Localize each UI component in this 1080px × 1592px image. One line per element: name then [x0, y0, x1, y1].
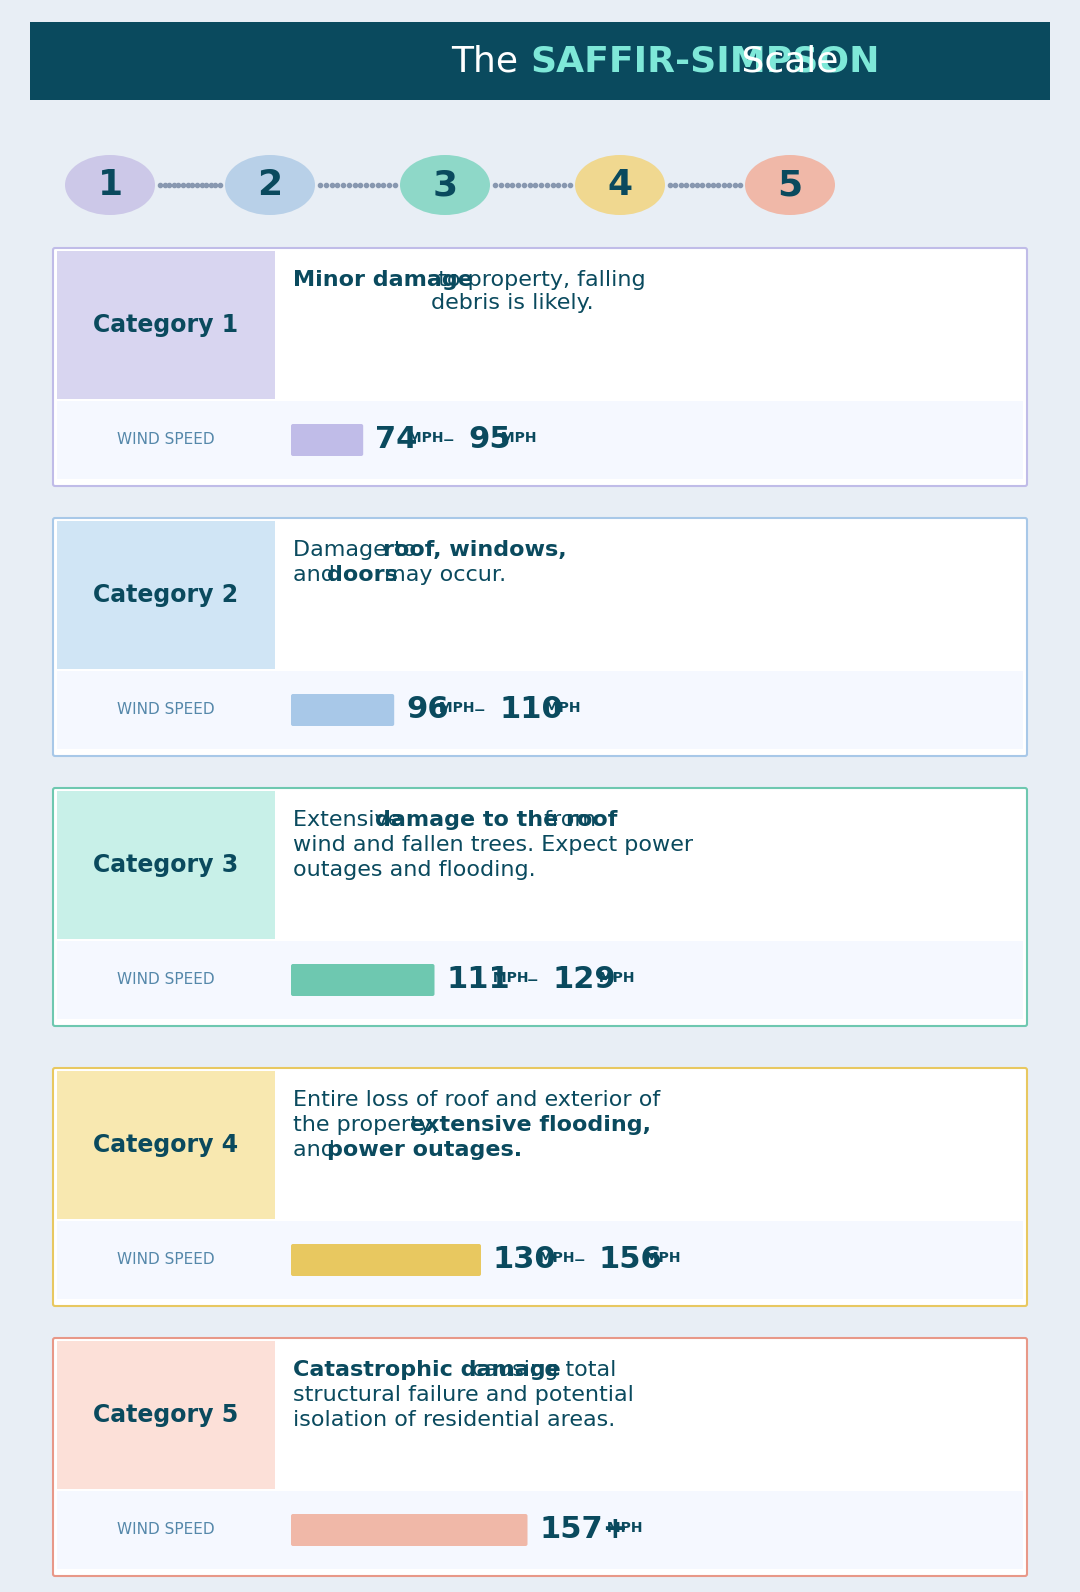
- Text: 111: 111: [446, 965, 510, 995]
- Ellipse shape: [400, 154, 490, 215]
- Text: 3: 3: [432, 169, 458, 202]
- FancyBboxPatch shape: [53, 248, 1027, 486]
- Text: –: –: [468, 700, 492, 720]
- FancyBboxPatch shape: [53, 788, 1027, 1025]
- Text: 156: 156: [599, 1245, 663, 1275]
- FancyBboxPatch shape: [291, 1514, 527, 1546]
- Text: and: and: [293, 1140, 342, 1161]
- Text: the property,: the property,: [293, 1114, 446, 1135]
- Text: wind and fallen trees. Expect power: wind and fallen trees. Expect power: [293, 834, 693, 855]
- Text: MPH: MPH: [594, 971, 634, 985]
- FancyBboxPatch shape: [57, 791, 275, 939]
- FancyBboxPatch shape: [57, 521, 275, 669]
- Text: damage to the roof: damage to the roof: [375, 810, 618, 829]
- Text: structural failure and potential: structural failure and potential: [293, 1385, 634, 1406]
- Text: outages and flooding.: outages and flooding.: [293, 860, 536, 880]
- Text: Damage to: Damage to: [293, 540, 423, 560]
- FancyBboxPatch shape: [30, 22, 1050, 100]
- Text: 2: 2: [257, 169, 283, 202]
- FancyBboxPatch shape: [53, 1068, 1027, 1305]
- Text: 110: 110: [499, 696, 563, 724]
- Text: and: and: [293, 565, 342, 584]
- FancyBboxPatch shape: [53, 517, 1027, 756]
- FancyBboxPatch shape: [53, 1337, 1027, 1576]
- Text: MPH: MPH: [534, 1251, 575, 1266]
- Text: 130: 130: [492, 1245, 556, 1275]
- FancyBboxPatch shape: [291, 965, 434, 997]
- FancyBboxPatch shape: [57, 1340, 275, 1489]
- Text: Entire loss of roof and exterior of: Entire loss of roof and exterior of: [293, 1091, 660, 1110]
- Text: 157+: 157+: [540, 1516, 629, 1544]
- Text: –: –: [436, 430, 462, 451]
- Text: MPH: MPH: [540, 700, 581, 715]
- Text: –: –: [567, 1250, 593, 1270]
- Text: MPH: MPH: [487, 971, 528, 985]
- Text: WIND SPEED: WIND SPEED: [118, 1253, 215, 1267]
- Text: Category 1: Category 1: [94, 314, 239, 338]
- Text: MPH: MPH: [403, 431, 444, 446]
- Text: MPH: MPH: [640, 1251, 680, 1266]
- Ellipse shape: [225, 154, 315, 215]
- Ellipse shape: [65, 154, 156, 215]
- Text: WIND SPEED: WIND SPEED: [118, 973, 215, 987]
- Text: extensive flooding,: extensive flooding,: [410, 1114, 651, 1135]
- Text: Minor damage: Minor damage: [293, 271, 473, 290]
- Text: –: –: [521, 970, 546, 990]
- FancyBboxPatch shape: [291, 423, 363, 455]
- Text: 5: 5: [778, 169, 802, 202]
- Text: Category 3: Category 3: [93, 853, 239, 877]
- Text: may occur.: may occur.: [377, 565, 507, 584]
- FancyBboxPatch shape: [291, 694, 394, 726]
- Text: from: from: [537, 810, 596, 829]
- Text: Scale: Scale: [730, 45, 838, 78]
- Text: MPH: MPH: [496, 431, 537, 446]
- Text: The: The: [451, 45, 530, 78]
- Text: 4: 4: [607, 169, 633, 202]
- Text: SAFFIR-SIMPSON: SAFFIR-SIMPSON: [530, 45, 879, 78]
- FancyBboxPatch shape: [57, 941, 1023, 1019]
- Text: 1: 1: [97, 169, 122, 202]
- Text: Category 2: Category 2: [94, 583, 239, 607]
- Text: 95: 95: [469, 425, 511, 454]
- Text: to property, falling
debris is likely.: to property, falling debris is likely.: [431, 271, 646, 314]
- FancyBboxPatch shape: [291, 1243, 481, 1277]
- Text: WIND SPEED: WIND SPEED: [118, 702, 215, 718]
- Text: Category 5: Category 5: [93, 1403, 239, 1426]
- FancyBboxPatch shape: [57, 1492, 1023, 1570]
- Text: MPH: MPH: [602, 1520, 642, 1535]
- Text: 96: 96: [406, 696, 449, 724]
- Text: power outages.: power outages.: [327, 1140, 522, 1161]
- FancyBboxPatch shape: [57, 1221, 1023, 1299]
- Ellipse shape: [575, 154, 665, 215]
- Text: Category 4: Category 4: [94, 1134, 239, 1157]
- Text: doors: doors: [327, 565, 397, 584]
- Text: causing total: causing total: [465, 1360, 617, 1380]
- Text: isolation of residential areas.: isolation of residential areas.: [293, 1411, 616, 1430]
- Text: Catastrophic damage: Catastrophic damage: [293, 1360, 561, 1380]
- Text: Extensive: Extensive: [293, 810, 408, 829]
- FancyBboxPatch shape: [57, 252, 275, 400]
- Text: 129: 129: [553, 965, 617, 995]
- Text: MPH: MPH: [434, 700, 475, 715]
- Text: 74: 74: [375, 425, 418, 454]
- Text: roof, windows,: roof, windows,: [383, 540, 567, 560]
- Text: WIND SPEED: WIND SPEED: [118, 1522, 215, 1538]
- FancyBboxPatch shape: [57, 401, 1023, 479]
- Ellipse shape: [745, 154, 835, 215]
- Text: WIND SPEED: WIND SPEED: [118, 433, 215, 447]
- FancyBboxPatch shape: [57, 670, 1023, 748]
- FancyBboxPatch shape: [57, 1071, 275, 1219]
